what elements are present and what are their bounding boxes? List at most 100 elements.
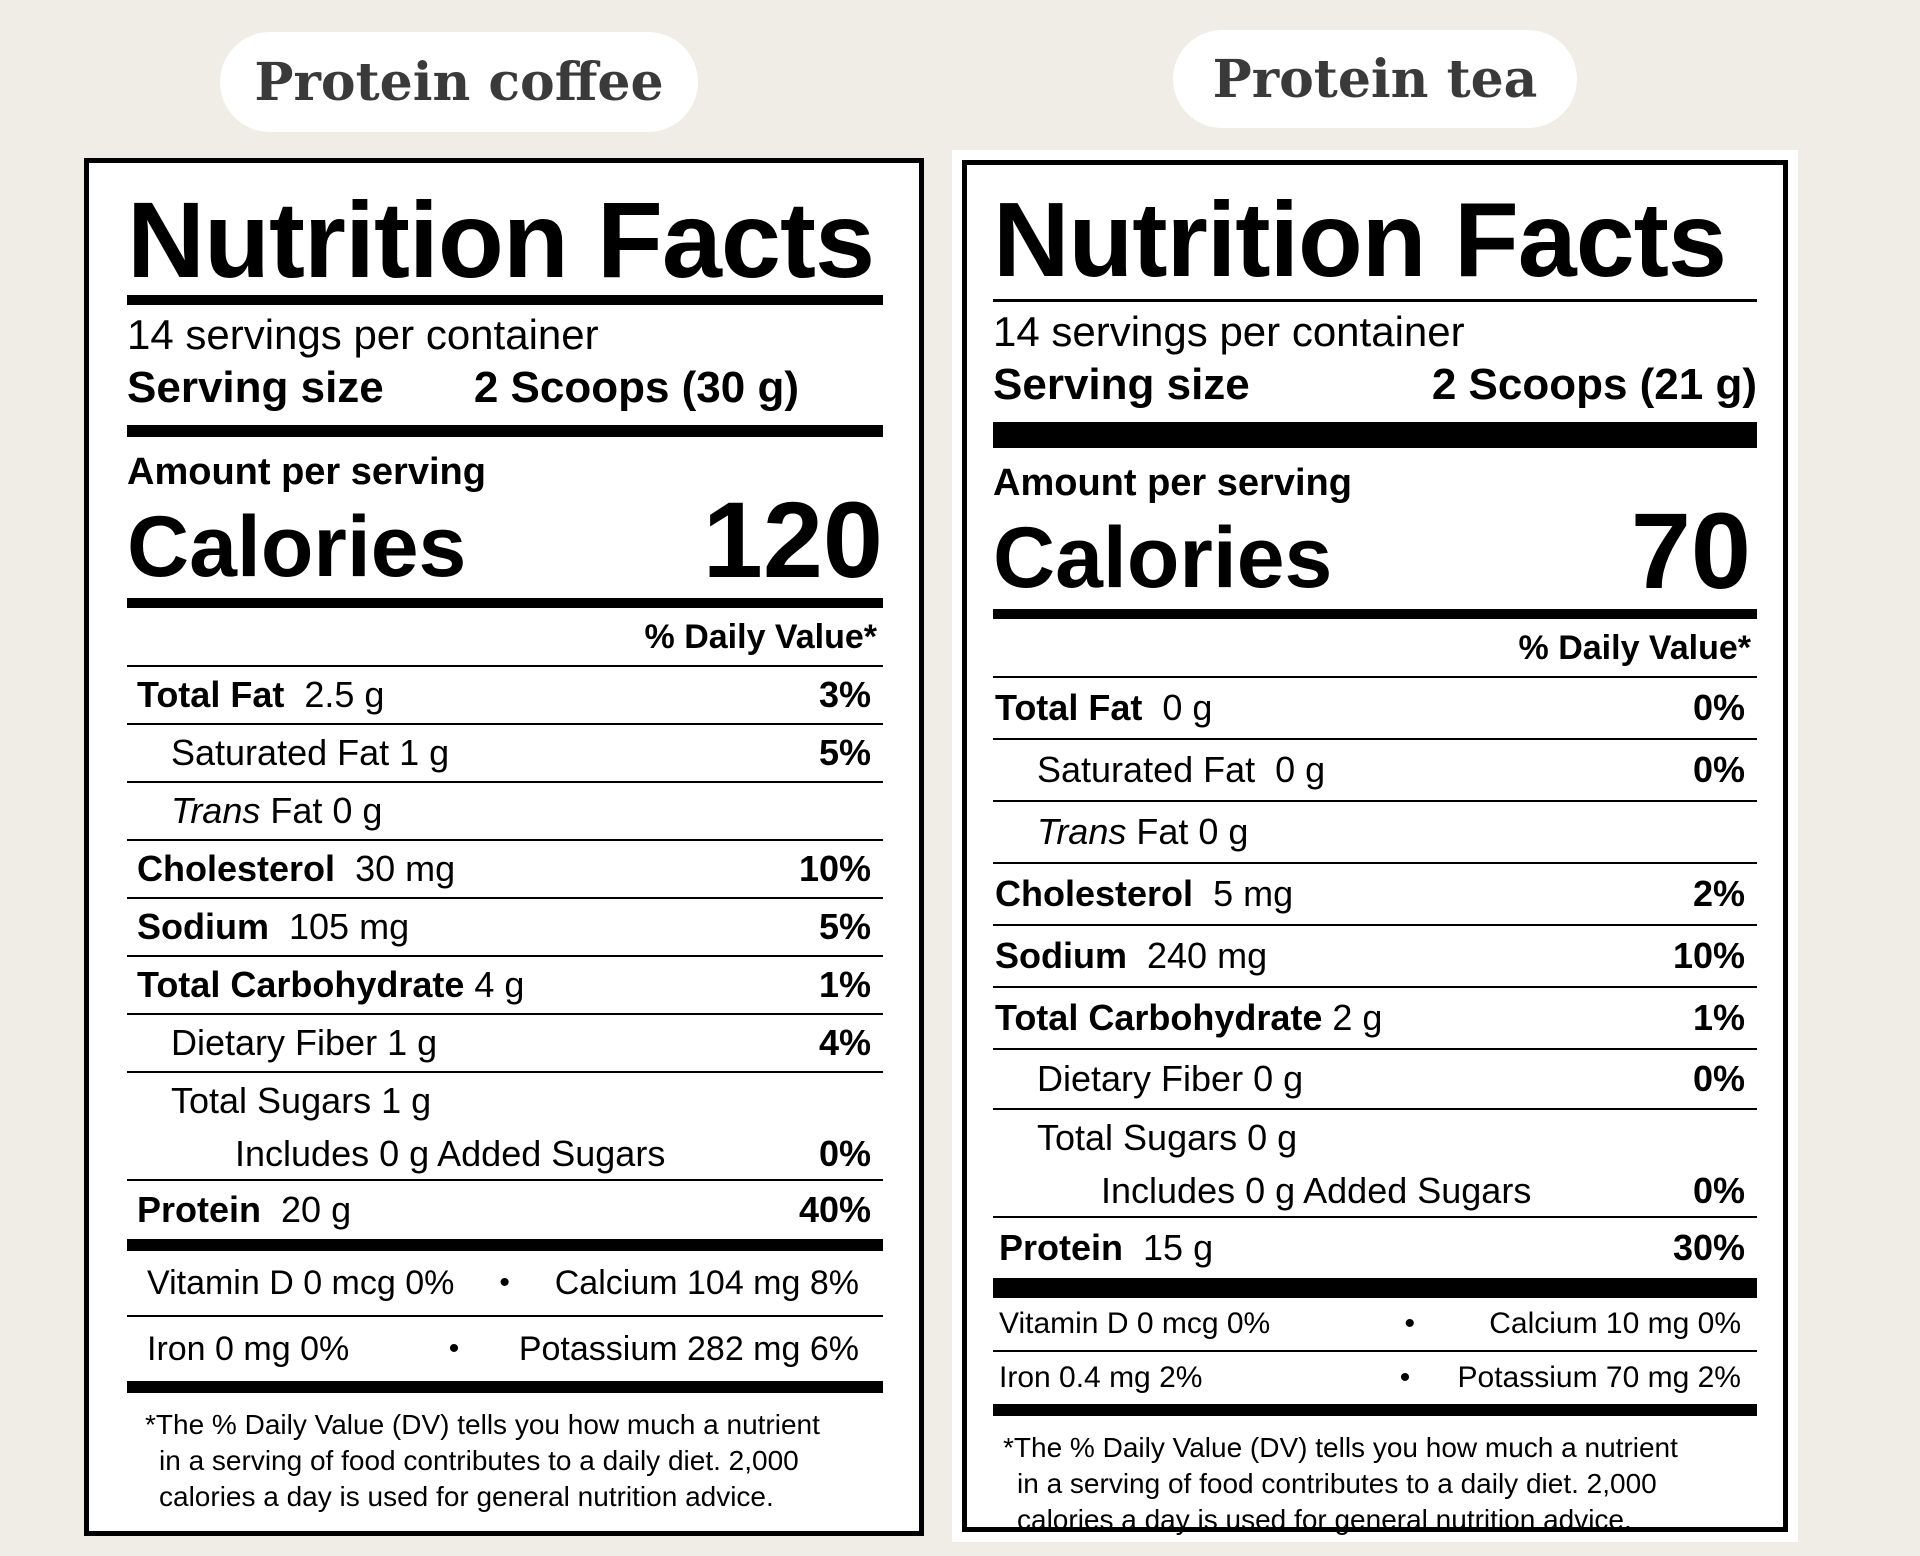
nutrient-amount: 0 g: [1162, 687, 1213, 728]
nutrient-row-saturated-fat: Saturated Fat 1 g 5%: [127, 723, 883, 781]
nutrition-label-protein-coffee: Nutrition Facts 14 servings per containe…: [84, 158, 924, 1536]
nutrient-row-trans-fat: Trans Fat 0 g: [993, 800, 1757, 862]
daily-value-header: % Daily Value*: [1518, 629, 1751, 667]
nutrient-dv: 0%: [1692, 1058, 1745, 1099]
nutrient-row-dietary-fiber: Dietary Fiber 1 g 4%: [127, 1013, 883, 1071]
nutrient-amount: 0 g: [1198, 811, 1249, 852]
footnote-line: *The % Daily Value (DV) tells you how mu…: [145, 1409, 820, 1440]
daily-value-header: % Daily Value*: [644, 618, 877, 656]
nutrient-amount: 5 mg: [1213, 873, 1294, 914]
nutrient-row-protein: Protein 15 g 30%: [993, 1216, 1757, 1278]
nutrient-dv: 10%: [798, 848, 871, 889]
divider: [127, 1315, 883, 1317]
nutrient-amount: 0 g: [1275, 749, 1326, 790]
bullet-separator: •: [499, 1266, 510, 1299]
nutrient-amount: 30 mg: [355, 848, 456, 889]
divider: [993, 422, 1757, 448]
calories-value: 70: [1630, 490, 1751, 611]
divider: [127, 1239, 883, 1251]
serving-size-label: Serving size: [127, 363, 384, 412]
serving-size-row: Serving size 2 Scoops (21 g): [993, 360, 1757, 410]
nutrient-label: Sodium: [995, 935, 1127, 976]
vitamin-row-2: Iron 0 mg 0% • Potassium 282 mg 6%: [127, 1317, 883, 1381]
nutrient-dv: 30%: [1672, 1227, 1745, 1268]
nutrient-dv: 0%: [1692, 687, 1745, 728]
nutrient-label: Total Fat: [995, 687, 1143, 728]
nutrition-label-protein-tea: Nutrition Facts 14 servings per containe…: [962, 160, 1788, 1535]
nutrient-label: Fat: [1136, 811, 1189, 852]
nutrient-dv: 0%: [818, 1133, 871, 1174]
nutrient-row-saturated-fat: Saturated Fat 0 g 0%: [993, 738, 1757, 800]
nutrient-amount: 20 g: [281, 1189, 352, 1230]
nutrient-row-total-carbohydrate: Total Carbohydrate 4 g 1%: [127, 955, 883, 1013]
bullet-separator: •: [1399, 1361, 1411, 1394]
label-title: Nutrition Facts: [993, 181, 1727, 299]
calories-label: Calories: [127, 499, 467, 595]
nutrient-label: Protein: [999, 1227, 1124, 1268]
nutrient-label-italic: Trans: [1037, 811, 1127, 852]
footnote-line: in a serving of food contributes to a da…: [159, 1445, 799, 1476]
nutrient-dv: 2%: [1692, 873, 1745, 914]
serving-size-value: 2 Scoops (30 g): [473, 363, 799, 412]
nutrient-label: Saturated Fat: [171, 732, 390, 773]
divider: [127, 295, 883, 305]
divider: [993, 1350, 1757, 1352]
nutrient-dv: 40%: [798, 1189, 871, 1230]
footnote-line: calories a day is used for general nutri…: [1017, 1504, 1632, 1535]
iron: Iron 0 mg 0%: [147, 1329, 350, 1368]
product-name-protein-tea: Protein tea: [1173, 30, 1577, 128]
nutrient-label-italic: Trans: [171, 790, 261, 831]
divider: [993, 1404, 1757, 1416]
amount-per-serving: Amount per serving: [127, 451, 486, 493]
nutrient-amount: 105 mg: [289, 906, 410, 947]
label-title: Nutrition Facts: [127, 179, 875, 300]
nutrient-label: Dietary Fiber: [171, 1022, 378, 1063]
nutrient-label: Includes 0 g Added Sugars: [1101, 1170, 1532, 1211]
servings-per-container: 14 servings per container: [993, 308, 1465, 355]
amount-per-serving: Amount per serving: [993, 462, 1352, 504]
nutrient-label: Total Sugars: [171, 1080, 372, 1121]
nutrient-dv: 3%: [818, 674, 871, 715]
bullet-separator: •: [448, 1332, 460, 1365]
nutrient-amount: 0 g: [1247, 1117, 1298, 1158]
divider: [127, 425, 883, 437]
nutrient-row-total-fat: Total Fat 2.5 g 3%: [127, 665, 883, 723]
footnote-line: *The % Daily Value (DV) tells you how mu…: [1003, 1432, 1678, 1463]
divider: [993, 609, 1757, 619]
servings-per-container: 14 servings per container: [127, 311, 599, 358]
nutrient-label: Saturated Fat: [1037, 749, 1256, 790]
potassium: Potassium 282 mg 6%: [518, 1329, 859, 1368]
nutrient-dv: 1%: [1692, 997, 1745, 1038]
nutrient-amount: 240 mg: [1147, 935, 1268, 976]
iron: Iron 0.4 mg 2%: [999, 1361, 1203, 1394]
nutrient-label: Cholesterol: [995, 873, 1194, 914]
nutrient-row-total-carbohydrate: Total Carbohydrate 2 g 1%: [993, 986, 1757, 1048]
bullet-separator: •: [1404, 1307, 1415, 1340]
footnote-line: calories a day is used for general nutri…: [159, 1481, 774, 1512]
nutrient-label: Dietary Fiber: [1037, 1058, 1244, 1099]
divider: [993, 299, 1757, 302]
vitamin-row-1: Vitamin D 0 mcg 0% • Calcium 104 mg 8%: [127, 1251, 883, 1315]
serving-size-value: 2 Scoops (21 g): [1431, 360, 1757, 409]
nutrient-label: Total Fat: [137, 674, 285, 715]
nutrient-row-sodium: Sodium 240 mg 10%: [993, 924, 1757, 986]
calcium: Calcium 10 mg 0%: [1489, 1307, 1741, 1340]
nutrient-dv: 10%: [1672, 935, 1745, 976]
nutrient-row-cholesterol: Cholesterol 30 mg 10%: [127, 839, 883, 897]
nutrient-amount: 15 g: [1143, 1227, 1214, 1268]
nutrient-row-added-sugars: Includes 0 g Added Sugars 0%: [993, 1166, 1757, 1216]
calcium: Calcium 104 mg 8%: [554, 1263, 859, 1302]
nutrient-row-dietary-fiber: Dietary Fiber 0 g 0%: [993, 1048, 1757, 1108]
serving-size-row: Serving size 2 Scoops (30 g): [127, 363, 883, 413]
nutrient-dv: 5%: [818, 906, 871, 947]
nutrient-amount: 2.5 g: [304, 674, 385, 715]
nutrient-amount: 4 g: [474, 964, 525, 1005]
nutrient-label: Total Sugars: [1037, 1117, 1238, 1158]
nutrient-row-added-sugars: Includes 0 g Added Sugars 0%: [127, 1129, 883, 1179]
nutrient-row-cholesterol: Cholesterol 5 mg 2%: [993, 862, 1757, 924]
divider: [127, 598, 883, 608]
nutrient-dv: 0%: [1692, 749, 1745, 790]
nutrient-row-sodium: Sodium 105 mg 5%: [127, 897, 883, 955]
nutrient-dv: 0%: [1692, 1170, 1745, 1211]
nutrient-label: Protein: [137, 1189, 262, 1230]
